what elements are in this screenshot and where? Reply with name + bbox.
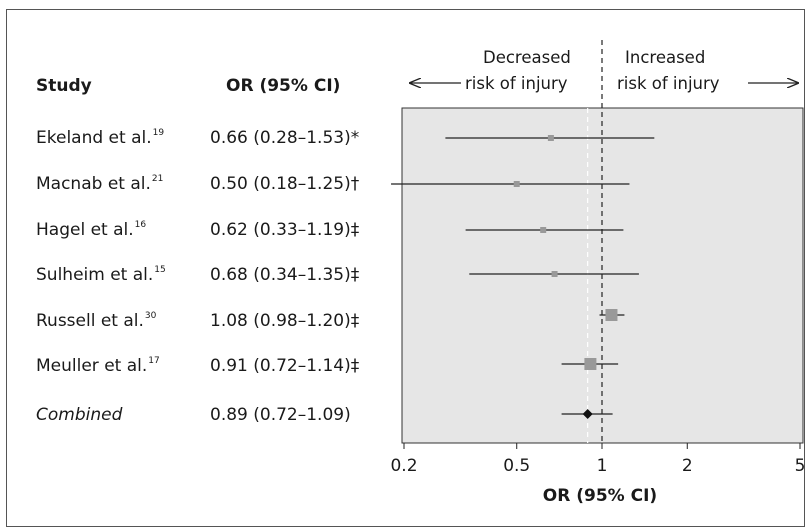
point-estimate-marker [547, 135, 554, 141]
point-estimate-marker [551, 271, 558, 277]
point-estimate-marker [605, 309, 618, 321]
row-or-value: 0.68 (0.34–1.35)‡ [210, 265, 360, 285]
or-column-header: OR (95% CI) [226, 76, 341, 96]
point-estimate-marker [540, 227, 547, 233]
increased-risk-label-line1: Increased [625, 48, 706, 67]
row-study-label: Ekeland et al.19 [36, 128, 165, 148]
combined-diamond [582, 409, 593, 419]
study-column-header: Study [36, 76, 92, 96]
increased-risk-label-line2: risk of injury [617, 74, 720, 93]
x-tick-label: 0.5 [503, 456, 530, 476]
point-estimate-marker [584, 358, 597, 370]
row-study-label: Macnab et al.21 [36, 174, 164, 194]
x-axis-label: OR (95% CI) [543, 486, 657, 506]
x-tick-label: 2 [682, 456, 693, 476]
point-estimate-marker [513, 181, 520, 187]
x-tick-label: 5 [795, 456, 806, 476]
row-or-value: 1.08 (0.98–1.20)‡ [210, 311, 360, 331]
decreased-risk-label-line1: Decreased [483, 48, 571, 67]
row-or-value: 0.50 (0.18–1.25)† [210, 174, 360, 194]
row-study-label: Hagel et al.16 [36, 220, 147, 240]
row-or-value: 0.66 (0.28–1.53)* [210, 128, 360, 148]
row-or-value: 0.91 (0.72–1.14)‡ [210, 356, 360, 376]
row-study-label: Sulheim et al.15 [36, 265, 166, 285]
row-study-label: Meuller et al.17 [36, 356, 160, 376]
row-study-label: Russell et al.30 [36, 311, 157, 331]
combined-study-label: Combined [36, 405, 123, 425]
row-or-value: 0.62 (0.33–1.19)‡ [210, 220, 360, 240]
x-tick-label: 0.2 [390, 456, 417, 476]
decreased-risk-label-line2: risk of injury [465, 74, 568, 93]
x-tick-label: 1 [597, 456, 608, 476]
combined-or-value: 0.89 (0.72–1.09) [210, 405, 351, 425]
